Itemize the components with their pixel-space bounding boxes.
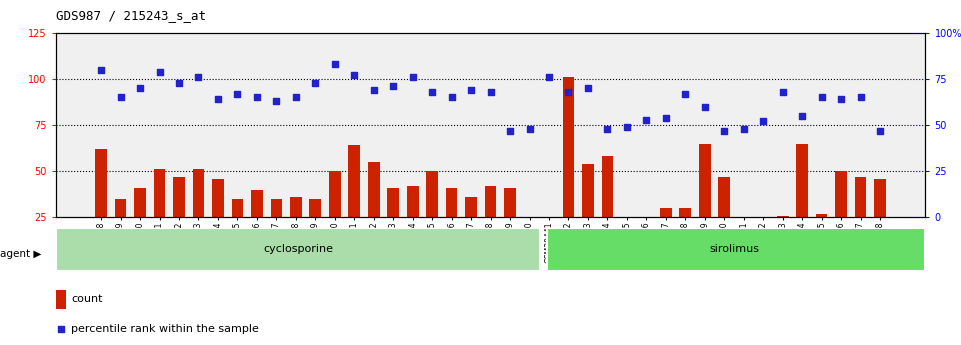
Bar: [547, 228, 925, 271]
Bar: [621, 217, 632, 223]
Point: [191, 74, 207, 80]
Point: [463, 87, 479, 93]
Point: [580, 85, 596, 91]
Bar: [56, 290, 66, 309]
Point: [483, 89, 499, 95]
Point: [639, 117, 654, 122]
Point: [873, 128, 888, 134]
Bar: [543, 217, 554, 227]
Bar: [816, 214, 827, 217]
Bar: [212, 179, 224, 217]
Bar: [232, 199, 243, 217]
Point: [522, 126, 537, 131]
Bar: [387, 188, 399, 217]
Bar: [446, 188, 457, 217]
Bar: [349, 145, 360, 217]
Bar: [797, 144, 808, 217]
Bar: [854, 177, 867, 217]
Bar: [582, 164, 594, 217]
Bar: [427, 171, 438, 217]
Text: GDS987 / 215243_s_at: GDS987 / 215243_s_at: [56, 9, 206, 22]
Point: [736, 126, 752, 131]
Bar: [114, 199, 127, 217]
Bar: [484, 186, 497, 217]
Point: [308, 80, 323, 85]
Text: agent ▶: agent ▶: [0, 249, 41, 258]
Bar: [290, 197, 302, 217]
Point: [327, 61, 342, 67]
Point: [697, 104, 712, 109]
Point: [561, 89, 577, 95]
Point: [288, 95, 304, 100]
Bar: [271, 199, 283, 217]
Bar: [368, 162, 380, 217]
Point: [678, 91, 693, 97]
Point: [619, 124, 634, 130]
Point: [210, 97, 226, 102]
Bar: [135, 188, 146, 217]
Point: [112, 95, 128, 100]
Point: [833, 97, 849, 102]
Point: [366, 87, 382, 93]
Text: sirolimus: sirolimus: [709, 244, 759, 254]
Bar: [154, 169, 165, 217]
Point: [503, 128, 518, 134]
Bar: [95, 149, 107, 217]
Point: [717, 128, 732, 134]
Point: [425, 89, 440, 95]
Bar: [641, 217, 653, 223]
Point: [814, 95, 829, 100]
Point: [444, 95, 459, 100]
Point: [795, 113, 810, 119]
Bar: [875, 179, 886, 217]
Point: [541, 74, 556, 80]
Bar: [776, 216, 789, 217]
Point: [133, 85, 148, 91]
Bar: [192, 169, 205, 217]
Text: cyclosporine: cyclosporine: [263, 244, 333, 254]
Bar: [251, 190, 262, 217]
Bar: [719, 177, 730, 217]
Bar: [329, 171, 340, 217]
Bar: [309, 199, 321, 217]
Bar: [407, 186, 419, 217]
Point: [600, 126, 615, 131]
Bar: [173, 177, 185, 217]
Point: [385, 83, 401, 89]
Bar: [465, 197, 477, 217]
Bar: [505, 188, 516, 217]
Bar: [660, 208, 672, 217]
Point: [658, 115, 674, 120]
Bar: [562, 77, 575, 217]
Bar: [835, 171, 847, 217]
Point: [171, 80, 186, 85]
Bar: [699, 144, 710, 217]
Point: [54, 326, 69, 332]
Bar: [738, 217, 750, 230]
Bar: [679, 208, 691, 217]
Bar: [56, 228, 540, 271]
Bar: [524, 217, 535, 227]
Point: [853, 95, 869, 100]
Bar: [602, 156, 613, 217]
Point: [405, 74, 420, 80]
Text: percentile rank within the sample: percentile rank within the sample: [71, 324, 259, 334]
Bar: [757, 217, 769, 223]
Text: count: count: [71, 294, 103, 304]
Point: [249, 95, 264, 100]
Point: [152, 69, 167, 74]
Point: [93, 67, 109, 72]
Point: [230, 91, 245, 97]
Point: [269, 98, 284, 104]
Point: [347, 72, 362, 78]
Point: [755, 119, 771, 124]
Point: [775, 89, 790, 95]
